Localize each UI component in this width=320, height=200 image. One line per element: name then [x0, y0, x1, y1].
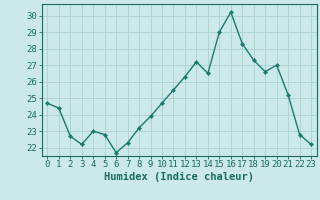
X-axis label: Humidex (Indice chaleur): Humidex (Indice chaleur) [104, 172, 254, 182]
